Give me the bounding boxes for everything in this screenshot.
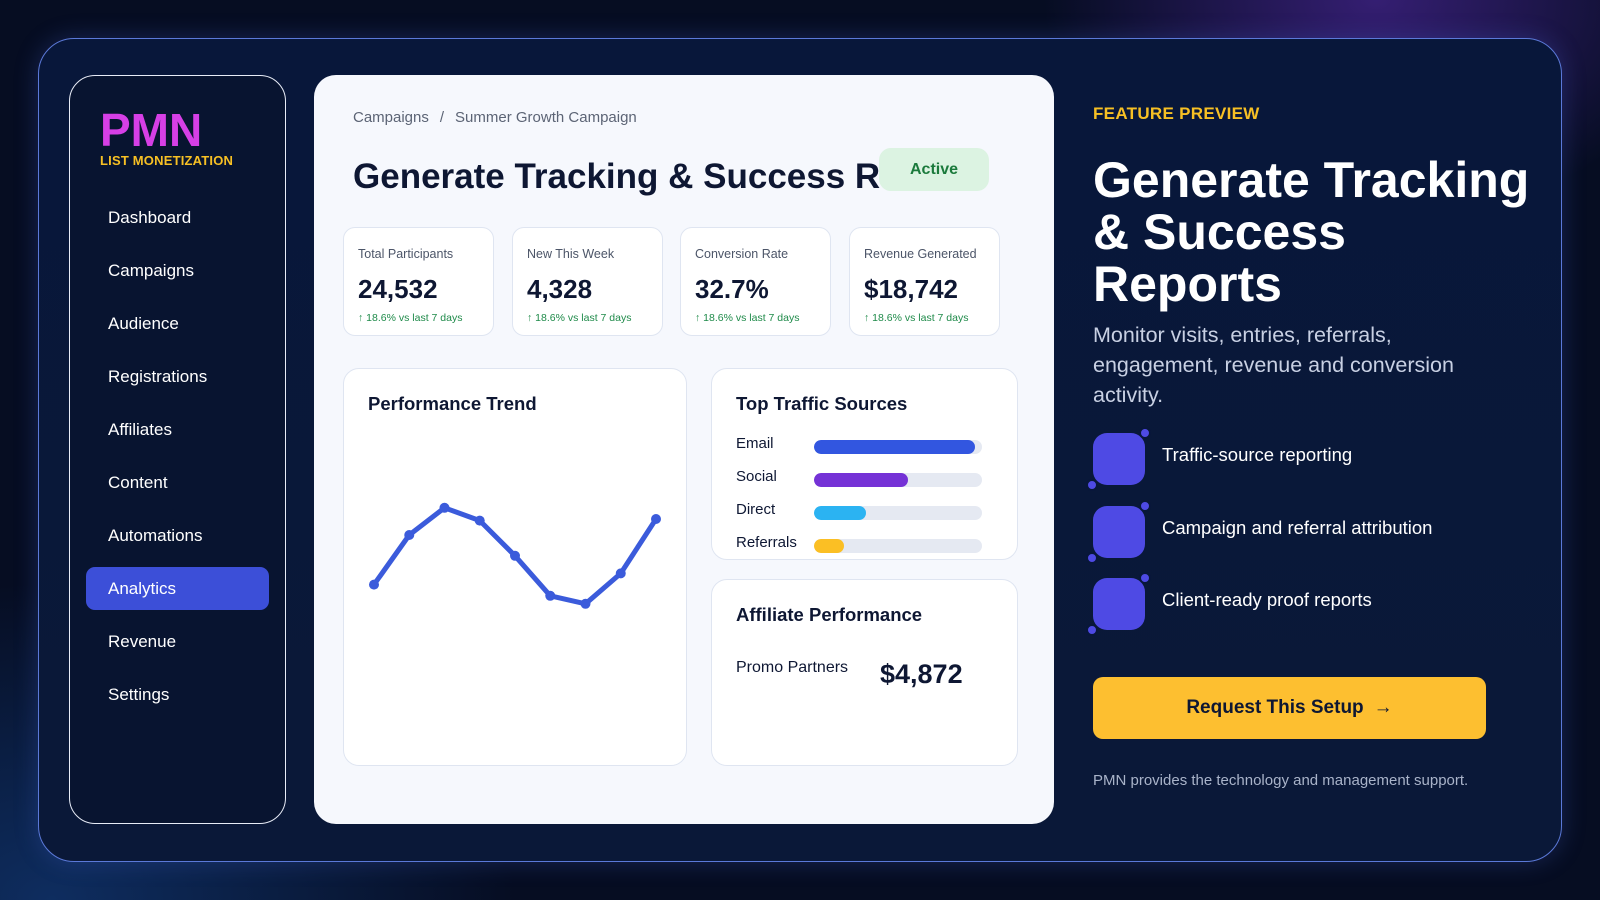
sidebar-nav: Dashboard Campaigns Audience Registratio… — [86, 196, 269, 726]
traffic-source-fill — [814, 539, 845, 553]
breadcrumb-root[interactable]: Campaigns — [353, 109, 429, 126]
sidebar-item-analytics[interactable]: Analytics — [86, 567, 269, 610]
dashboard-card: Campaigns / Summer Growth Campaign Generat… — [314, 75, 1054, 824]
request-setup-button[interactable]: Request This Setup → — [1093, 677, 1486, 739]
arrow-right-icon: → — [1373, 697, 1393, 718]
kpi-card-conversion-rate: Conversion Rate 32.7% ↑ 18.6% vs last 7 … — [680, 227, 831, 336]
trend-point — [615, 568, 626, 579]
page-title: Generate Tracking & Success Reports — [353, 157, 898, 196]
hero-description: Monitor visits, entries, referrals, enga… — [1093, 323, 1454, 407]
traffic-source-fill — [814, 506, 867, 520]
traffic-source-bar — [814, 473, 982, 487]
traffic-source-row: Email — [736, 435, 984, 457]
sidebar-item-revenue[interactable]: Revenue — [108, 632, 177, 651]
trend-point — [369, 579, 379, 590]
kpi-label: New This Week — [527, 247, 615, 261]
feature-text: Campaign and referral attribution — [1162, 517, 1433, 538]
traffic-source-label: Social — [736, 468, 777, 485]
kpi-value: 24,532 — [358, 274, 438, 304]
cta-label: Request This Setup — [1186, 697, 1364, 718]
kpi-delta: ↑ 18.6% vs last 7 days — [527, 312, 632, 324]
traffic-source-fill — [814, 473, 909, 487]
affiliate-performance-panel: Affiliate Performance Promo Partners $4,… — [711, 579, 1018, 766]
kpi-delta: ↑ 18.6% vs last 7 days — [358, 312, 463, 324]
affiliate-value: $4,872 — [880, 659, 963, 689]
sidebar-item-settings[interactable]: Settings — [108, 685, 170, 704]
sidebar-item-registrations[interactable]: Registrations — [108, 367, 208, 386]
kpi-card-participants: Total Participants 24,532 ↑ 18.6% vs las… — [343, 227, 494, 336]
kpi-value: 4,328 — [527, 274, 593, 304]
feature-item: Traffic-source reporting — [1086, 427, 1527, 491]
sidebar-item-dashboard[interactable]: Dashboard — [108, 208, 192, 227]
traffic-source-label: Referrals — [736, 534, 797, 551]
feature-preview-label: FEATURE PREVIEW — [1093, 104, 1260, 123]
footer-note: PMN provides the technology and manageme… — [1093, 772, 1469, 789]
feature-item: Client-ready proof reports — [1086, 572, 1527, 636]
trend-point — [651, 514, 661, 524]
feature-text: Client-ready proof reports — [1162, 589, 1372, 610]
sidebar-item-automations[interactable]: Automations — [108, 526, 203, 545]
traffic-source-bar — [814, 440, 982, 454]
traffic-source-bar — [814, 506, 982, 520]
connected-nodes-icon — [1086, 427, 1151, 491]
affiliate-name: Promo Partners — [736, 659, 849, 676]
sidebar-item-campaigns[interactable]: Campaigns — [108, 261, 194, 280]
kpi-card-new-this-week: New This Week 4,328 ↑ 18.6% vs last 7 da… — [512, 227, 663, 336]
kpi-delta: ↑ 18.6% vs last 7 days — [695, 312, 800, 324]
traffic-source-label: Direct — [736, 501, 776, 518]
trend-point — [545, 590, 556, 601]
status-badge: Active — [879, 148, 989, 191]
kpi-label: Total Participants — [358, 247, 454, 261]
connected-nodes-icon — [1086, 572, 1151, 636]
panel-title: Affiliate Performance — [736, 604, 923, 625]
sidebar-item-audience[interactable]: Audience — [108, 314, 179, 333]
breadcrumb: Campaigns / Summer Growth Campaign — [353, 109, 637, 126]
panel-title: Top Traffic Sources — [736, 393, 908, 414]
kpi-value: $18,742 — [864, 274, 958, 304]
connected-nodes-icon — [1086, 500, 1151, 564]
traffic-source-row: Referrals — [736, 534, 984, 556]
traffic-source-bar — [814, 539, 982, 553]
trend-chart — [369, 502, 661, 609]
trend-point — [439, 502, 450, 513]
traffic-source-label: Email — [736, 435, 774, 452]
trend-point — [510, 550, 520, 561]
kpi-card-revenue: Revenue Generated $18,742 ↑ 18.6% vs las… — [849, 227, 1000, 336]
brand-tagline: LIST MONETIZATION — [100, 153, 234, 168]
kpi-value: 32.7% — [695, 274, 769, 304]
traffic-source-row: Social — [736, 468, 984, 490]
feature-text: Traffic-source reporting — [1162, 444, 1353, 465]
performance-trend-panel: Performance Trend — [343, 368, 687, 766]
kpi-label: Conversion Rate — [695, 247, 789, 261]
brand-logo[interactable]: PMN — [100, 104, 203, 156]
trend-point — [404, 530, 415, 540]
panel-title: Performance Trend — [368, 393, 537, 414]
sidebar-item-content[interactable]: Content — [108, 473, 168, 492]
hero-title: Generate Tracking & Success Reports — [1093, 152, 1530, 312]
traffic-sources-panel: Top Traffic Sources Email Social Direct … — [711, 368, 1018, 560]
feature-item: Campaign and referral attribution — [1086, 500, 1527, 564]
traffic-source-row: Direct — [736, 501, 984, 523]
kpi-label: Revenue Generated — [864, 247, 977, 261]
trend-point — [474, 515, 485, 526]
breadcrumb-current: Summer Growth Campaign — [455, 109, 637, 126]
kpi-delta: ↑ 18.6% vs last 7 days — [864, 312, 969, 324]
traffic-source-fill — [814, 440, 976, 454]
sidebar: PMN LIST MONETIZATION Dashboard Campaign… — [69, 75, 286, 824]
breadcrumb-separator: / — [439, 109, 445, 126]
sidebar-item-affiliates[interactable]: Affiliates — [108, 420, 172, 439]
trend-point — [580, 598, 591, 609]
